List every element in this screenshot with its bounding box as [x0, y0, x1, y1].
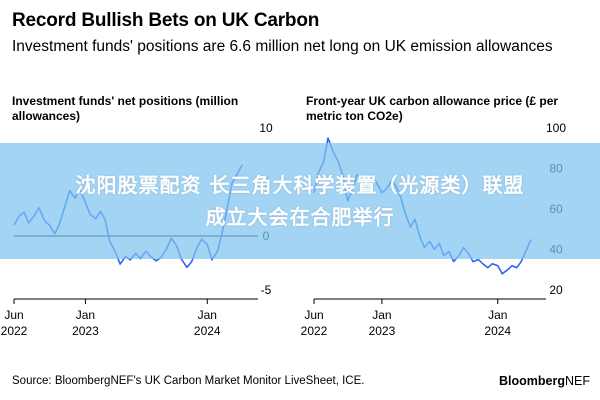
x-tick-label: Jan [488, 308, 507, 322]
right-chart-title: Front-year UK carbon allowance price (£ … [306, 94, 559, 123]
brand-logo-light: NEF [565, 374, 590, 388]
x-tick-year-label: 2024 [484, 324, 511, 338]
x-tick-year-label: 2023 [369, 324, 396, 338]
x-tick-label: Jan [198, 308, 217, 322]
subheadline: Investment funds' positions are 6.6 mill… [12, 38, 553, 55]
x-tick-label: Jan [76, 308, 95, 322]
x-tick-year-label: 2024 [194, 324, 221, 338]
y-tick-label: 10 [259, 121, 273, 135]
brand-logo: BloombergNEF [499, 374, 590, 388]
banner-line-1: 沈阳股票配资 长三角大科学装置（光源类）联盟 [75, 173, 525, 197]
overlay-banner: 沈阳股票配资 长三角大科学装置（光源类）联盟 成立大会在合肥举行 [0, 143, 600, 259]
x-tick-year-label: 2023 [72, 324, 99, 338]
source-note: Source: BloombergNEF's UK Carbon Market … [12, 375, 365, 387]
x-tick-year-label: 2022 [301, 324, 328, 338]
y-tick-label: 100 [546, 121, 566, 135]
headline: Record Bullish Bets on UK Carbon [12, 10, 320, 31]
x-tick-label: Jun [4, 308, 23, 322]
y-tick-label: 20 [549, 283, 563, 297]
x-tick-year-label: 2022 [1, 324, 28, 338]
x-tick-label: Jun [304, 308, 323, 322]
x-tick-label: Jan [372, 308, 391, 322]
left-chart-title: Investment funds' net positions (million… [12, 94, 239, 123]
brand-logo-bold: Bloomberg [499, 374, 565, 388]
y-tick-label: -5 [261, 283, 272, 297]
banner-line-2: 成立大会在合肥举行 [205, 205, 395, 229]
